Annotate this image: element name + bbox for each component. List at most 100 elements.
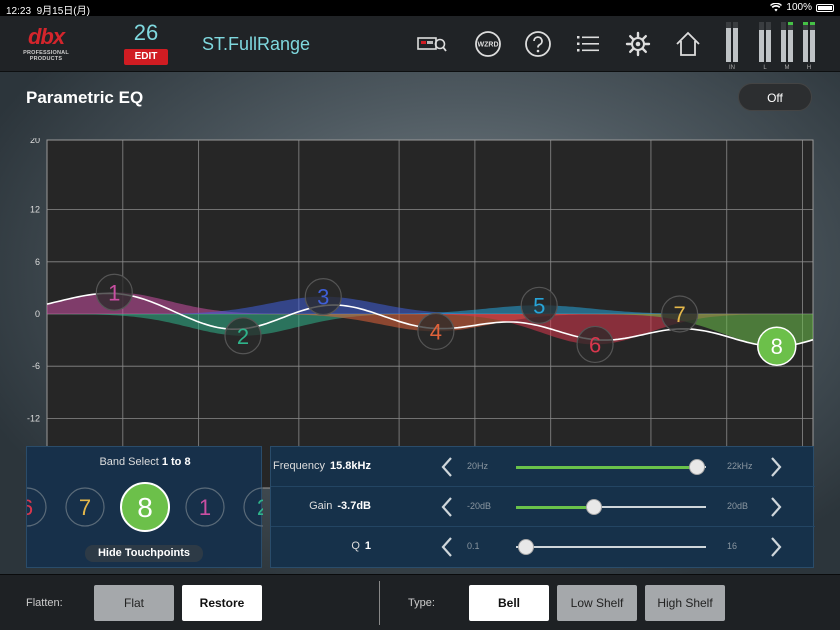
meter-h-label: H [807, 65, 811, 70]
band-6-handle[interactable]: 6 [576, 325, 614, 364]
q-increment-button[interactable] [768, 535, 784, 559]
app-header: dbx PROFESSIONAL PRODUCTS 26 EDIT ST.Ful… [0, 16, 840, 72]
q-min-label: 0.1 [467, 541, 480, 551]
band-select-circle[interactable] [185, 487, 225, 527]
frequency-max-label: 22kHz [727, 461, 753, 471]
frequency-slider[interactable] [516, 459, 706, 475]
band-handle-circle[interactable] [417, 312, 455, 350]
gain-slider[interactable] [516, 499, 706, 515]
preset-name[interactable]: ST.FullRange [202, 34, 311, 54]
band-handle-circle[interactable] [661, 295, 699, 333]
band-handle-label: 6 [589, 332, 601, 357]
high-shelf-type-button[interactable]: High Shelf [645, 585, 725, 621]
dbx-logo: dbx PROFESSIONAL PRODUCTS [14, 24, 78, 64]
gain-value: -3.7dB [337, 500, 371, 512]
band-3-handle[interactable]: 3 [304, 278, 342, 316]
gain-increment-button[interactable] [768, 495, 784, 519]
band-7-handle[interactable]: 7 [661, 295, 699, 333]
gain-decrement-button[interactable] [439, 495, 455, 519]
band-select-circle[interactable] [120, 482, 170, 532]
frequency-slider-thumb[interactable] [688, 459, 705, 475]
logo-text: dbx [27, 24, 65, 49]
band-1-handle[interactable]: 1 [95, 273, 133, 311]
band-4-handle[interactable]: 4 [417, 312, 455, 350]
band-handle-circle[interactable] [95, 273, 133, 311]
q-max-label: 16 [727, 541, 738, 551]
band-select-8[interactable]: 8 [120, 482, 170, 532]
page-title: Parametric EQ [26, 88, 144, 107]
meter-in-label: IN [729, 65, 735, 70]
list-icon[interactable] [572, 28, 604, 60]
band-select-circle[interactable] [27, 487, 47, 527]
band-handle-label: 7 [674, 302, 686, 327]
chevron-right-icon [768, 537, 784, 563]
frequency-row: Frequency 15.8kHz 20Hz 22kHz [271, 447, 815, 487]
chevron-right-icon [768, 497, 784, 523]
hide-touchpoints-button[interactable]: Hide Touchpoints [85, 545, 203, 562]
wizard-label: WZRD [478, 42, 499, 49]
chevron-right-icon [768, 457, 784, 483]
frequency-slider-fill [516, 465, 697, 469]
gain-slider-fill [516, 505, 594, 509]
battery-icon [816, 3, 834, 12]
band-handle-circle[interactable] [757, 326, 797, 366]
meter-l-label: L [763, 65, 767, 70]
band-select-7[interactable]: 7 [65, 487, 105, 527]
band-handle-label: 3 [317, 285, 329, 310]
gear-icon[interactable] [622, 28, 654, 60]
band-handle-circle[interactable] [224, 317, 262, 355]
link-view-icon[interactable] [416, 28, 448, 60]
band-select-title: Band Select 1 to 8 [99, 456, 191, 468]
restore-button[interactable]: Restore [182, 585, 262, 621]
band-handle-circle[interactable] [576, 325, 614, 364]
frequency-increment-button[interactable] [768, 455, 784, 479]
frequency-min-label: 20Hz [467, 461, 489, 471]
band-select-1[interactable]: 1 [185, 487, 225, 527]
band-3-fill [47, 296, 813, 314]
band-handle-circle[interactable] [520, 286, 558, 324]
footer-divider [379, 581, 380, 625]
band-select-strip[interactable]: 6 7 8 1 2 [27, 477, 263, 537]
status-right: 100% [770, 2, 834, 13]
band-select-label: 6 [27, 495, 33, 520]
frequency-value: 15.8kHz [330, 460, 371, 472]
low-shelf-type-button[interactable]: Low Shelf [557, 585, 637, 621]
q-slider-thumb[interactable] [517, 539, 534, 555]
preset-number[interactable]: 26 [133, 20, 159, 45]
band-6-fill [47, 314, 813, 345]
band-8-handle[interactable]: 8 [757, 326, 797, 366]
q-decrement-button[interactable] [439, 535, 455, 559]
y-tick-label: 12 [30, 205, 40, 215]
band-select-circle[interactable] [243, 487, 263, 527]
y-tick-label: 6 [35, 257, 40, 267]
gain-min-label: -20dB [467, 501, 492, 511]
eq-off-button[interactable]: Off [738, 83, 812, 111]
flat-button[interactable]: Flat [94, 585, 174, 621]
wifi-icon [770, 3, 783, 12]
band-select-circle[interactable] [65, 487, 105, 527]
gain-max-label: 20dB [727, 501, 749, 511]
status-bar: 12:23 9月15日(月) 100% [0, 0, 840, 17]
status-time: 12:23 9月15日(月) [6, 6, 90, 17]
band-5-handle[interactable]: 5 [520, 286, 558, 324]
band-handle-label: 5 [533, 293, 545, 318]
help-icon[interactable] [522, 28, 554, 60]
home-icon[interactable] [672, 28, 704, 60]
edit-button[interactable]: EDIT [124, 49, 168, 65]
gain-slider-thumb[interactable] [585, 499, 602, 515]
bell-type-button[interactable]: Bell [469, 585, 549, 621]
band-select-6[interactable]: 6 [27, 487, 47, 527]
chevron-left-icon [439, 457, 455, 483]
band-8-fill [47, 314, 813, 347]
q-slider[interactable] [516, 539, 706, 555]
band-handle-label: 4 [430, 319, 442, 344]
frequency-decrement-button[interactable] [439, 455, 455, 479]
band-select-2[interactable]: 2 [243, 487, 263, 527]
band-select-label: 1 [199, 495, 211, 520]
band-handle-circle[interactable] [304, 278, 342, 316]
wizard-icon[interactable]: WZRD [472, 28, 504, 60]
band-2-handle[interactable]: 2 [224, 317, 262, 355]
